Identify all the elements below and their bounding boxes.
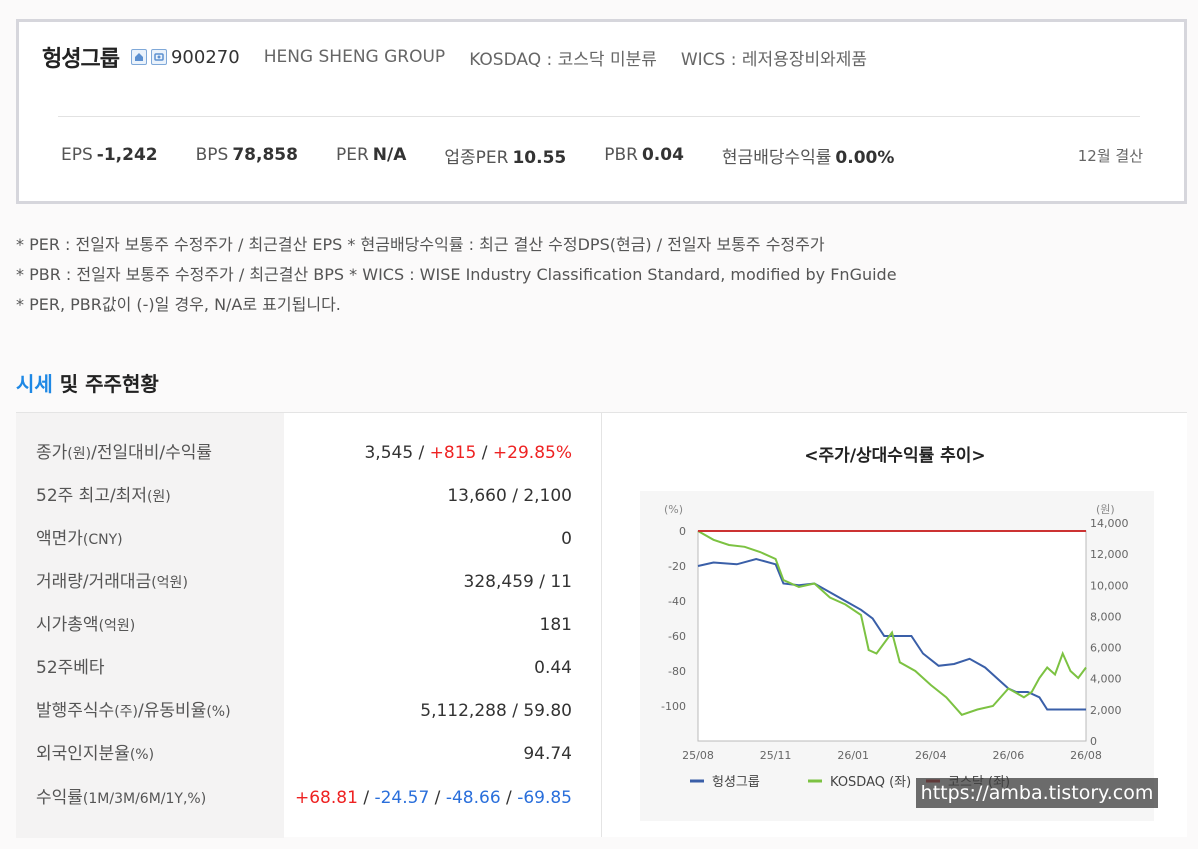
company-english-name: HENG SHENG GROUP: [263, 47, 446, 67]
company-summary-box: [16, 19, 1187, 204]
return-1y: -69.85: [517, 788, 572, 808]
footnote: * PER, PBR값이 (-)일 경우, N/A로 표기됩니다.: [16, 295, 341, 314]
row-label: 거래량/거래대금(억원): [36, 572, 188, 592]
metric-pbr: PBR 0.04: [604, 145, 684, 165]
home-icon[interactable]: [130, 49, 147, 65]
summary-divider: [58, 116, 1140, 117]
price-shareholder-table: 종가(원)/전일대비/수익률 3,545 / +815 / +29.85% 52…: [16, 412, 602, 838]
metric-per: PER N/A: [335, 145, 407, 165]
left-tick-label: -60: [668, 630, 686, 643]
row-label: 52주 최고/최저(원): [36, 486, 171, 506]
right-tick-label: 4,000: [1090, 673, 1122, 686]
table-row: 액면가(CNY) 0: [16, 518, 602, 561]
phone-icon[interactable]: [150, 49, 167, 65]
left-tick-label: 0: [679, 525, 686, 538]
x-tick-label: 25/08: [682, 749, 714, 762]
footnote: * PBR : 전일자 보통주 수정주가 / 최근결산 BPS * WICS :…: [16, 265, 897, 284]
company-code: 900270: [170, 46, 240, 68]
metric-dividend-yield: 현금배당수익률 0.00%: [721, 147, 895, 168]
company-wics: WICS : 레저용장비와제품: [680, 49, 867, 70]
row-value: 0.44: [534, 658, 572, 678]
chart-panel: <주가/상대수익률 추이> 0 -20 -40 -60 -80 -100 14,000 12,…: [601, 412, 1187, 837]
watermark: https://amba.tistory.com: [916, 778, 1158, 808]
row-value: 3,545 / +815 / +29.85%: [364, 443, 572, 463]
row-label: 수익률(1M/3M/6M/1Y,%): [36, 788, 207, 808]
x-tick-label: 26/01: [837, 749, 869, 762]
table-row: 수익률(1M/3M/6M/1Y,%) +68.81 / -24.57 / -48…: [16, 777, 602, 820]
row-value: 94.74: [523, 744, 572, 764]
right-tick-label: 14,000: [1090, 517, 1129, 530]
footnote: * PER : 전일자 보통주 수정주가 / 최근결산 EPS * 현금배당수익…: [16, 235, 825, 254]
row-label: 외국인지분율(%): [36, 744, 155, 764]
price-relative-return-chart: 0 -20 -40 -60 -80 -100 14,000 12,000 10,000 8,000…: [661, 503, 1129, 790]
left-tick-label: -80: [668, 665, 686, 678]
right-tick-label: 8,000: [1090, 610, 1122, 623]
x-tick-label: 26/08: [1070, 749, 1102, 762]
left-axis-unit: (%): [664, 503, 683, 516]
row-label: 52주베타: [36, 658, 105, 678]
return-6m: -48.66: [445, 788, 501, 808]
right-tick-label: 2,000: [1090, 704, 1122, 717]
left-tick-label: -20: [668, 560, 686, 573]
right-axis-unit: (원): [1096, 503, 1115, 516]
chart-area: 0 -20 -40 -60 -80 -100 14,000 12,000 10,000 8,000…: [640, 491, 1154, 821]
table-row: 외국인지분율(%) 94.74: [16, 733, 602, 776]
table-row: 52주베타 0.44: [16, 647, 602, 690]
footnotes: * PER : 전일자 보통주 수정주가 / 최근결산 EPS * 현금배당수익…: [16, 230, 897, 320]
metric-eps: EPS -1,242: [61, 145, 158, 165]
row-value: 181: [539, 615, 572, 635]
legend-label: 헝셩그룹: [712, 775, 760, 790]
right-tick-label: 10,000: [1090, 579, 1129, 592]
return-3m: -24.57: [374, 788, 430, 808]
row-label: 액면가(CNY): [36, 529, 123, 549]
section-title: 시세 및 주주현황: [16, 372, 159, 396]
company-market: KOSDAQ : 코스닥 미분류: [469, 49, 657, 70]
metric-industry-per: 업종PER 10.55: [444, 147, 567, 168]
legend-label: KOSDAQ (좌): [830, 775, 911, 790]
table-row: 52주 최고/최저(원) 13,660 / 2,100: [16, 475, 602, 518]
company-name: 헝셩그룹: [42, 47, 120, 72]
x-tick-label: 26/06: [993, 749, 1025, 762]
row-label: 시가총액(억원): [36, 615, 136, 635]
x-tick-label: 25/11: [760, 749, 792, 762]
metrics-row: EPS -1,242 BPS 78,858 PER N/A 업종PER 10.55 PB…: [61, 142, 932, 168]
return-1m: +68.81: [295, 788, 358, 808]
row-value: 13,660 / 2,100: [447, 486, 572, 506]
table-row: 시가총액(억원) 181: [16, 604, 602, 647]
row-value: +68.81 / -24.57 / -48.66 / -69.85: [295, 788, 572, 808]
metric-bps: BPS 78,858: [195, 145, 298, 165]
row-value: 5,112,288 / 59.80: [420, 701, 572, 721]
table-row: 거래량/거래대금(억원) 328,459 / 11: [16, 561, 602, 604]
row-value: 0: [561, 529, 572, 549]
right-tick-label: 6,000: [1090, 642, 1122, 655]
chart-title: <주가/상대수익률 추이>: [804, 446, 986, 466]
row-value: 328,459 / 11: [463, 572, 572, 592]
table-row: 발행주식수(주)/유동비율(%) 5,112,288 / 59.80: [16, 690, 602, 733]
table-row: 종가(원)/전일대비/수익률 3,545 / +815 / +29.85%: [16, 432, 602, 475]
right-tick-label: 0: [1090, 735, 1097, 748]
settlement-month: 12월 결산: [1077, 147, 1143, 165]
left-tick-label: -40: [668, 595, 686, 608]
row-label: 종가(원)/전일대비/수익률: [36, 443, 213, 463]
row-label: 발행주식수(주)/유동비율(%): [36, 701, 231, 721]
series-line: [697, 530, 1087, 716]
series-line: [697, 557, 1086, 711]
right-tick-label: 12,000: [1090, 548, 1129, 561]
label-column-bg: [16, 413, 284, 838]
left-tick-label: -100: [661, 700, 686, 713]
x-tick-label: 26/04: [915, 749, 947, 762]
company-header: 헝셩그룹 900270 HENG SHENG GROUP KOSDAQ : 코스…: [42, 42, 867, 73]
